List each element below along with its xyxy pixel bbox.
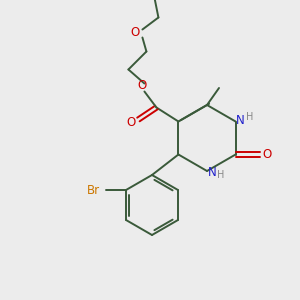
Text: N: N [208,166,216,178]
Text: O: O [262,148,271,161]
Text: Br: Br [86,184,100,196]
Text: H: H [217,170,225,180]
Text: O: O [127,116,136,129]
Text: N: N [236,114,245,127]
Text: H: H [246,112,253,122]
Text: O: O [138,79,147,92]
Text: O: O [131,26,140,39]
